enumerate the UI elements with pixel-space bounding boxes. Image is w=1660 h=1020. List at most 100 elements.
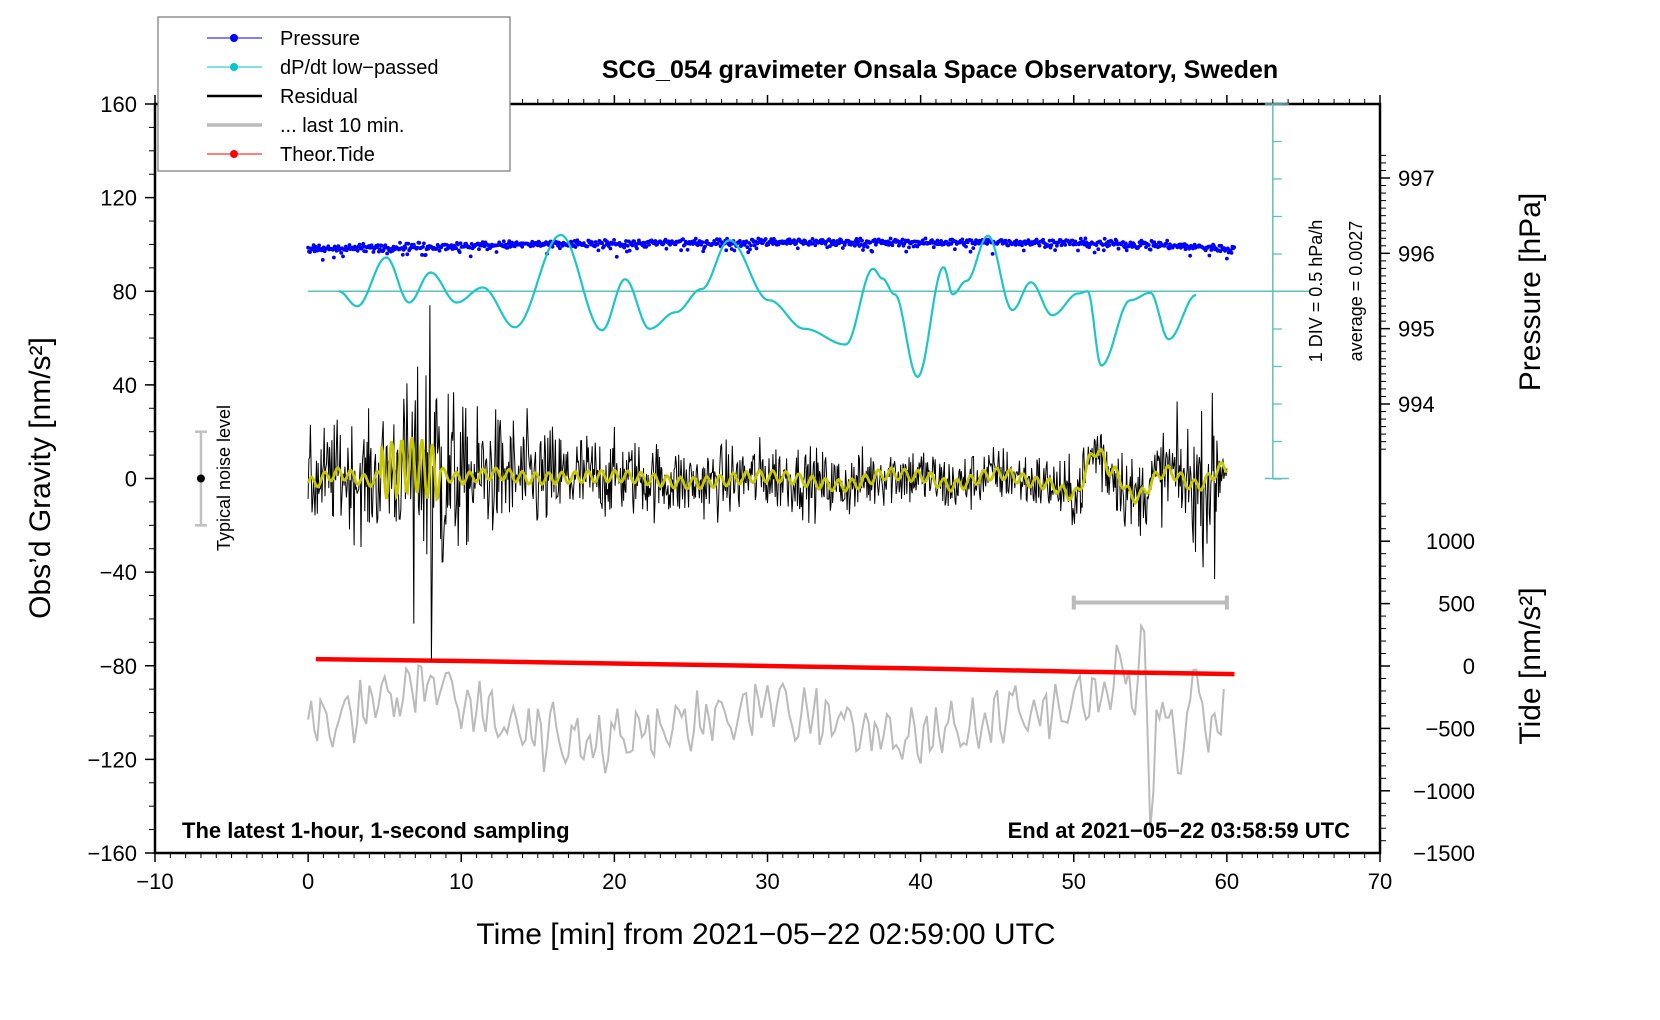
pressure-point — [716, 241, 720, 246]
pressure-point — [512, 244, 517, 249]
pressure-point — [585, 244, 590, 249]
pressure-point — [744, 239, 749, 244]
legend-item: Residual — [207, 86, 358, 108]
sampling-note: The latest 1‑hour, 1‑second sampling — [182, 818, 570, 843]
pressure-point — [371, 250, 376, 254]
pressure-point — [1041, 237, 1045, 242]
pressure-tick-label: 995 — [1398, 317, 1435, 342]
pressure-point — [1188, 253, 1192, 258]
pressure-point — [1148, 247, 1153, 252]
pressure-point — [953, 247, 957, 252]
legend-swatch-dot — [230, 34, 238, 42]
pressure-point — [868, 240, 873, 245]
pressure-point — [749, 243, 753, 248]
pressure-point — [1078, 236, 1083, 241]
pressure-point — [1055, 243, 1059, 248]
annotations-marks — [194, 430, 1229, 610]
pressure-point — [406, 241, 411, 246]
y-tick-label: 80 — [113, 279, 137, 304]
pressure-point — [403, 246, 408, 250]
x-tick-label: 50 — [1062, 869, 1086, 894]
tide-tick-label: 500 — [1438, 592, 1475, 617]
legend-item: Pressure — [207, 28, 360, 50]
pressure-point — [437, 248, 442, 253]
pressure-point — [1218, 249, 1223, 254]
pressure-point — [1124, 248, 1129, 253]
residual-line — [307, 305, 1228, 662]
theoretical-tide-trace — [315, 656, 1235, 677]
pressure-point — [854, 237, 859, 241]
pressure-point — [361, 241, 366, 246]
pressure-point — [852, 243, 857, 248]
pressure-point — [935, 238, 940, 243]
average-label: average = 0.0027 — [1346, 221, 1366, 362]
pressure-point — [681, 237, 685, 242]
pressure-point — [828, 244, 832, 249]
pressure-point — [705, 239, 709, 243]
pressure-point — [795, 246, 800, 251]
pressure-scatter — [306, 236, 1237, 262]
pressure-point — [347, 243, 352, 247]
legend-label: dP/dt low−passed — [280, 57, 438, 79]
pressure-point — [421, 245, 425, 249]
legend-label: Pressure — [280, 28, 360, 50]
pressure-point — [1232, 245, 1237, 250]
y-tick-label: −120 — [87, 747, 137, 772]
pressure-point — [1102, 236, 1107, 241]
pressure-point — [357, 242, 362, 247]
x-tick-label: 40 — [908, 869, 932, 894]
pressure-point — [320, 258, 325, 262]
legend-label: Residual — [280, 86, 358, 108]
pressure-point — [332, 255, 336, 260]
pressure-point — [644, 245, 649, 249]
pressure-point — [968, 249, 973, 254]
pressure-point — [653, 239, 658, 243]
pressure-point — [454, 246, 458, 251]
pressure-point — [612, 238, 616, 242]
pressure-point — [1107, 243, 1112, 248]
y-tick-label: −160 — [87, 841, 137, 866]
pressure-point — [754, 246, 759, 251]
pressure-point — [457, 250, 462, 255]
pressure-point — [834, 243, 839, 248]
pressure-point — [693, 236, 698, 241]
pressure-point — [763, 237, 768, 241]
pressure-point — [507, 239, 512, 244]
pressure-point — [732, 248, 737, 253]
pressure-point — [376, 243, 380, 248]
tide-tick-label: 0 — [1463, 654, 1475, 679]
pressure-point — [904, 249, 909, 254]
pressure-point — [1146, 243, 1151, 247]
pressure-point — [627, 248, 632, 253]
chart-title: SCG_054 gravimeter Onsala Space Observat… — [602, 56, 1278, 84]
pressure-point — [1049, 243, 1054, 248]
pressure-point — [861, 248, 865, 252]
pressure-point — [1225, 256, 1229, 261]
pressure-point — [595, 243, 600, 247]
pressure-point — [1076, 248, 1080, 253]
pressure-point — [856, 239, 861, 244]
pressure-point — [1037, 243, 1042, 248]
y-tick-label: −40 — [100, 560, 137, 585]
legend-swatch-dot — [230, 150, 238, 158]
pressure-point — [931, 245, 936, 250]
pressure-point — [608, 246, 613, 251]
pressure-point — [624, 239, 628, 243]
pressure-point — [748, 247, 752, 252]
legend-box — [157, 16, 511, 172]
pressure-point — [420, 253, 424, 257]
x-tick-label: 10 — [449, 869, 473, 894]
pressure-point — [746, 250, 751, 255]
x-axis-title: Time [min] from 2021−05−22 02:59:00 UTC — [476, 918, 1055, 951]
pressure-point — [405, 252, 410, 257]
dpdt-line — [338, 233, 1197, 378]
pressure-point — [865, 245, 870, 249]
pressure-point — [377, 247, 382, 252]
pressure-point — [1020, 243, 1024, 248]
x-tick-label: 60 — [1215, 869, 1239, 894]
pressure-point — [400, 252, 405, 257]
pressure-point — [1138, 243, 1143, 248]
pressure-point — [920, 238, 925, 243]
pressure-point — [1187, 246, 1192, 251]
pressure-point — [458, 241, 463, 246]
